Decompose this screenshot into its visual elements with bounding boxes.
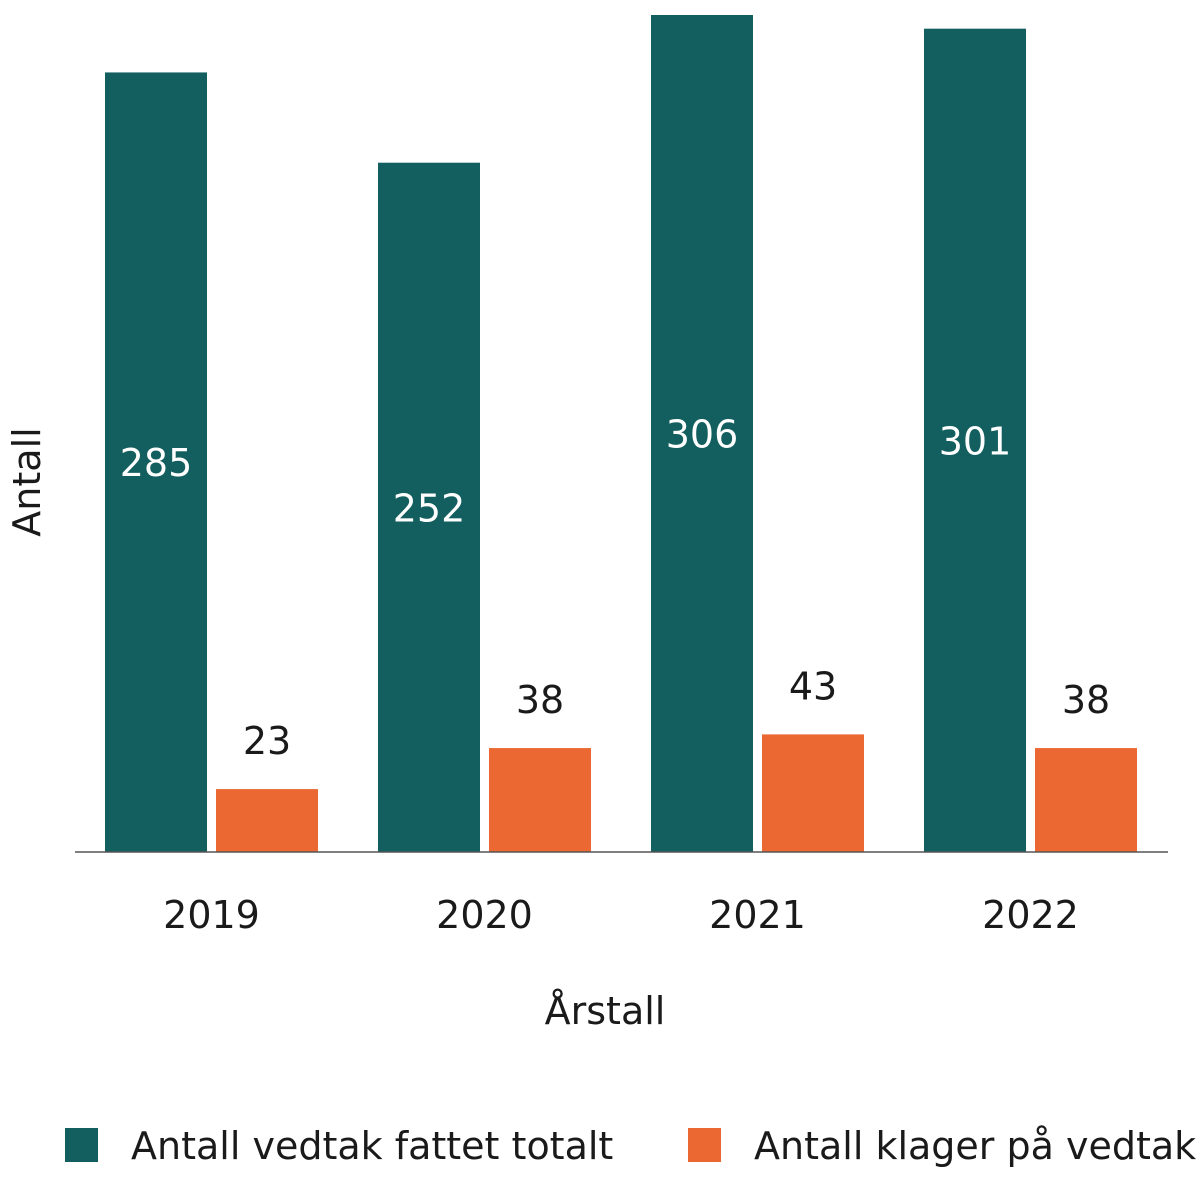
y-axis-title: Antall <box>5 427 49 536</box>
x-tick-label: 2022 <box>982 893 1079 937</box>
data-label: 38 <box>516 678 564 722</box>
x-tick-label: 2021 <box>709 893 806 937</box>
data-label: 23 <box>243 719 291 763</box>
bar-klager-2021 <box>762 734 864 852</box>
data-label: 38 <box>1062 678 1110 722</box>
x-axis-title: Årstall <box>545 989 666 1033</box>
bar-vedtak-2019 <box>105 72 207 853</box>
legend-label: Antall vedtak fattet totalt <box>131 1124 613 1168</box>
bar-klager-2022 <box>1035 748 1137 852</box>
data-label: 43 <box>789 664 837 708</box>
legend-swatch <box>65 1128 98 1162</box>
bar-klager-2019 <box>216 789 318 852</box>
legend-swatch <box>688 1128 721 1162</box>
x-tick-label: 2019 <box>163 893 260 937</box>
bar-vedtak-2021 <box>651 15 753 852</box>
bar-vedtak-2022 <box>924 28 1026 853</box>
legend-label: Antall klager på vedtak <box>754 1124 1196 1168</box>
data-label: 306 <box>666 413 739 457</box>
bar-klager-2020 <box>489 748 591 852</box>
data-label: 301 <box>939 419 1012 463</box>
bar-vedtak-2020 <box>378 162 480 853</box>
data-label: 252 <box>393 486 466 530</box>
x-tick-label: 2020 <box>436 893 533 937</box>
data-label: 285 <box>120 441 193 485</box>
